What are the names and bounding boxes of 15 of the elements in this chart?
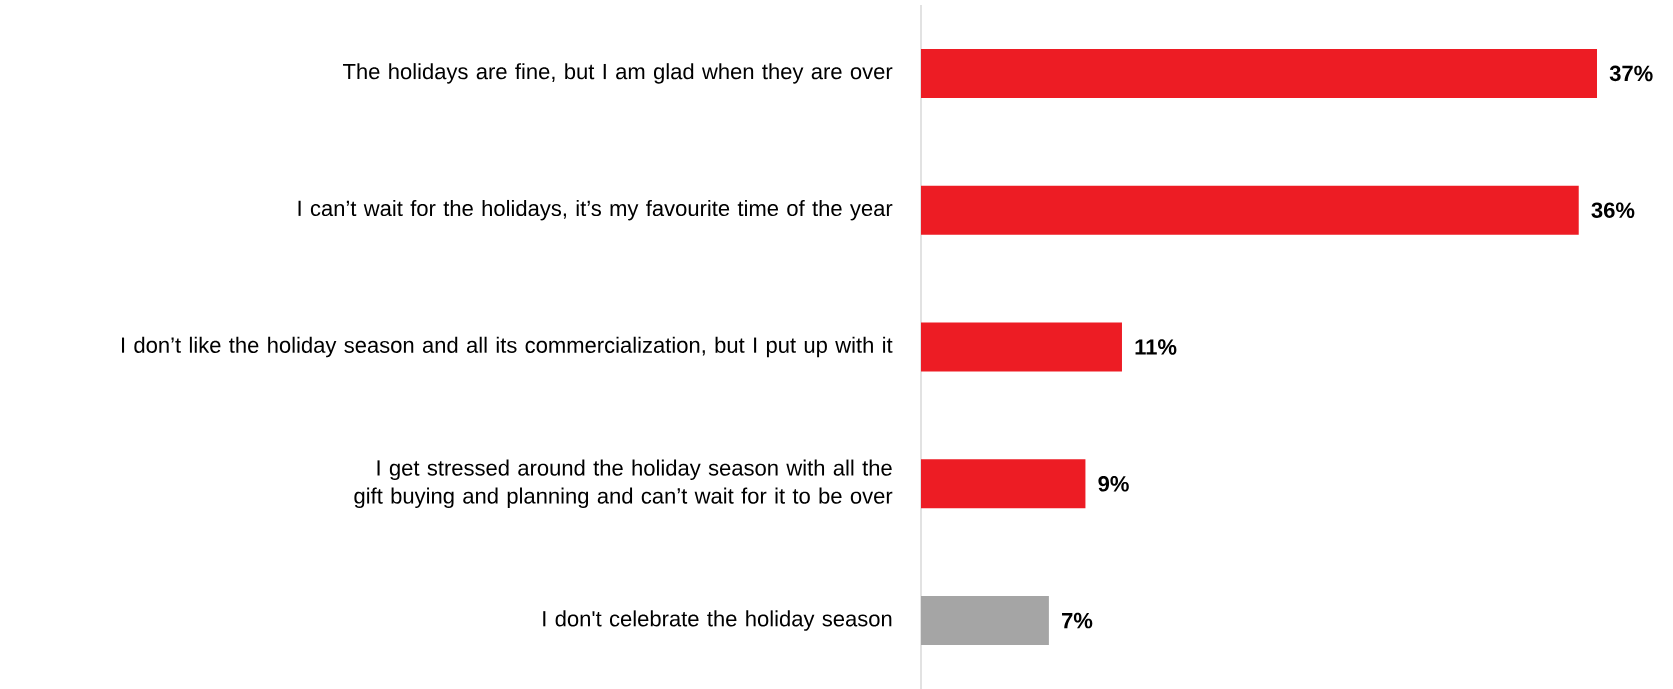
bar (921, 459, 1086, 509)
data-label: 11% (1135, 339, 1177, 355)
y-tick-label: I can’t wait for the holidays, it’s my favourite time of the year (298, 199, 893, 221)
y-tick-label: I get stressed around the holiday season with all the gift buying and planning and can’t wait for it to be over (354, 459, 893, 509)
data-label: 36% (1591, 202, 1635, 219)
y-tick-label: I don't celebrate the holiday season (543, 610, 892, 631)
bar (921, 596, 1049, 646)
data-label: 9% (1098, 476, 1129, 492)
data-label: 7% (1062, 612, 1093, 629)
data-label: 37% (1609, 65, 1653, 82)
bar (921, 48, 1597, 98)
bar (921, 322, 1122, 372)
y-tick-label: The holidays are fine, but I am glad when they are over (343, 63, 893, 84)
bar (921, 185, 1579, 235)
y-tick-label: I don’t like the holiday season and all its commercialization, but I put up with it (122, 336, 893, 358)
